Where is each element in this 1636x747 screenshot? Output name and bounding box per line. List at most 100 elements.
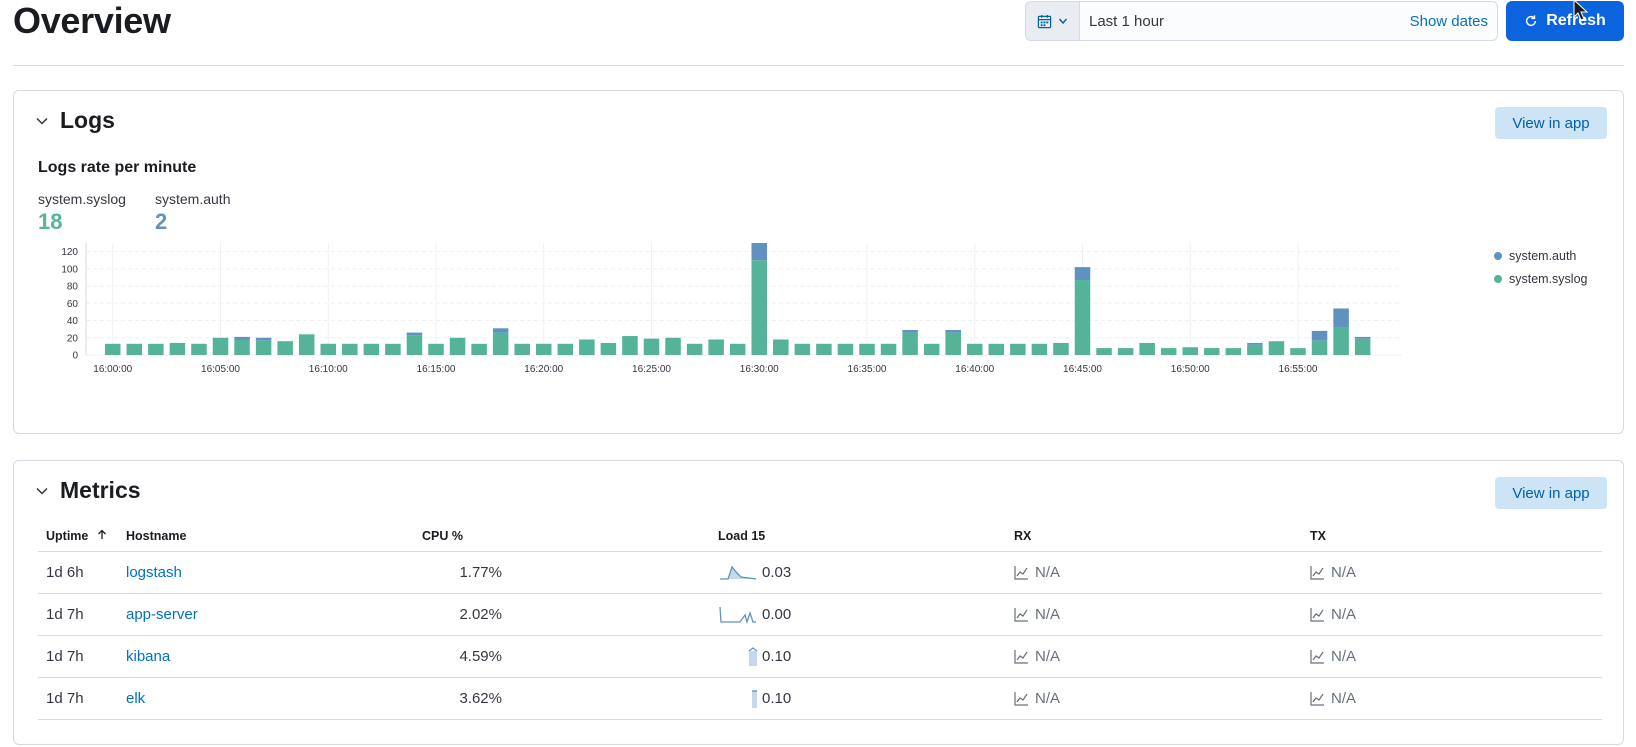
hostname-link[interactable]: elk bbox=[126, 689, 146, 707]
bar-syslog bbox=[536, 343, 552, 355]
logs-panel-header[interactable]: Logs bbox=[34, 107, 115, 134]
bar-syslog bbox=[126, 343, 143, 355]
tx-value: N/A bbox=[1331, 689, 1357, 707]
chart-icon bbox=[1014, 565, 1028, 580]
table-row: 1d 7h app-server 2.02% 0.00 N/A N/A bbox=[38, 593, 1602, 636]
legend-item-auth[interactable]: system.auth bbox=[1494, 249, 1588, 263]
bar-syslog bbox=[686, 343, 703, 355]
legend-label: system.syslog bbox=[1509, 272, 1588, 286]
column-header-cpu[interactable]: CPU % bbox=[414, 521, 710, 552]
column-header-load[interactable]: Load 15 bbox=[710, 521, 1006, 552]
rx-cell: N/A bbox=[1006, 551, 1302, 594]
cpu-cell: 4.59% bbox=[414, 635, 710, 678]
sparkline bbox=[752, 690, 757, 708]
show-dates-button[interactable]: Show dates bbox=[1409, 12, 1488, 30]
bar-syslog bbox=[729, 343, 746, 355]
table-row: 1d 7h elk 3.62% 0.10 N/A N/A bbox=[38, 677, 1602, 720]
x-tick-label: 16:05:00 bbox=[201, 364, 240, 375]
sparkline bbox=[720, 565, 757, 580]
tx-cell: N/A bbox=[1302, 677, 1602, 720]
logs-view-in-app-button[interactable]: View in app bbox=[1495, 107, 1607, 139]
x-tick-label: 16:40:00 bbox=[955, 364, 994, 375]
metrics-panel-header[interactable]: Metrics bbox=[34, 477, 141, 504]
x-tick-label: 16:25:00 bbox=[632, 364, 671, 375]
stat-label: system.auth bbox=[155, 191, 231, 207]
load-value: 0.10 bbox=[762, 647, 792, 665]
bar-syslog bbox=[1074, 280, 1091, 355]
column-header-uptime[interactable]: Uptime bbox=[38, 521, 118, 552]
bar-syslog bbox=[492, 332, 509, 355]
quick-menu-button[interactable] bbox=[1026, 2, 1080, 40]
column-header-rx[interactable]: RX bbox=[1006, 521, 1302, 552]
bar-syslog bbox=[105, 343, 121, 355]
bar-auth bbox=[1074, 267, 1091, 281]
bar-auth bbox=[1247, 342, 1263, 345]
bar-syslog bbox=[600, 342, 617, 355]
column-header-tx[interactable]: TX bbox=[1302, 521, 1602, 552]
logs-title: Logs bbox=[60, 107, 115, 133]
bar-auth bbox=[255, 337, 272, 341]
bar-syslog bbox=[277, 341, 293, 355]
rx-value: N/A bbox=[1035, 647, 1061, 665]
tx-cell: N/A bbox=[1302, 551, 1602, 594]
chevron-down-icon[interactable] bbox=[34, 113, 50, 129]
tx-cell: N/A bbox=[1302, 593, 1602, 636]
bar-auth bbox=[406, 332, 423, 336]
bar-syslog bbox=[1204, 348, 1220, 355]
hostname-cell: logstash bbox=[118, 551, 414, 594]
bar-syslog bbox=[1311, 340, 1328, 355]
bar-syslog bbox=[1053, 342, 1069, 355]
cpu-cell: 1.77% bbox=[414, 551, 710, 594]
uptime-cell: 1d 7h bbox=[38, 635, 118, 678]
y-tick-label: 80 bbox=[67, 282, 79, 293]
sparkline bbox=[748, 647, 758, 666]
bar-syslog bbox=[1225, 348, 1242, 355]
bar-syslog bbox=[298, 334, 315, 355]
chevron-down-icon[interactable] bbox=[34, 483, 50, 499]
refresh-button[interactable]: Refresh bbox=[1506, 1, 1624, 41]
bar-syslog bbox=[1354, 338, 1371, 355]
chart-icon bbox=[1014, 607, 1028, 622]
refresh-label: Refresh bbox=[1546, 12, 1606, 29]
bar-syslog bbox=[449, 337, 466, 355]
stat-value: 2 bbox=[155, 209, 168, 234]
bar-syslog bbox=[471, 343, 487, 355]
hostname-link[interactable]: app-server bbox=[126, 605, 198, 623]
column-header-hostname[interactable]: Hostname bbox=[118, 521, 414, 552]
bar-syslog bbox=[169, 342, 186, 355]
metrics-view-in-app-button[interactable]: View in app bbox=[1495, 477, 1607, 509]
bar-syslog bbox=[902, 332, 918, 355]
refresh-icon bbox=[1526, 15, 1537, 27]
bar-syslog bbox=[385, 343, 401, 355]
legend-dot bbox=[1494, 252, 1502, 260]
y-tick-label: 120 bbox=[61, 247, 78, 258]
bar-syslog bbox=[880, 343, 897, 355]
bar-syslog bbox=[794, 343, 811, 355]
bar-syslog bbox=[1182, 347, 1198, 355]
uptime-cell: 1d 7h bbox=[38, 593, 118, 636]
bar-syslog bbox=[1247, 344, 1263, 355]
bar-syslog bbox=[708, 339, 724, 355]
logs-panel: Logs View in app Logs rate per minute sy… bbox=[13, 90, 1624, 434]
bar-syslog bbox=[1096, 348, 1112, 355]
chart-icon bbox=[1310, 691, 1324, 706]
hostname-link[interactable]: kibana bbox=[126, 647, 171, 665]
rx-cell: N/A bbox=[1006, 593, 1302, 636]
metrics-panel: Metrics View in app Uptime Hostname CPU … bbox=[13, 460, 1624, 745]
bar-syslog bbox=[255, 340, 272, 355]
bar-auth bbox=[1333, 308, 1349, 328]
bar-syslog bbox=[1010, 343, 1026, 355]
date-range-label[interactable]: Last 1 hour bbox=[1089, 12, 1165, 30]
hostname-cell: kibana bbox=[118, 635, 414, 678]
bar-syslog bbox=[923, 343, 940, 355]
hostname-link[interactable]: logstash bbox=[126, 563, 182, 581]
legend-item-syslog[interactable]: system.syslog bbox=[1494, 272, 1588, 286]
bar-auth bbox=[1311, 330, 1328, 341]
bar-syslog bbox=[557, 343, 574, 355]
date-picker[interactable]: Last 1 hour Show dates bbox=[1025, 1, 1498, 41]
load-cell: 0.00 bbox=[710, 593, 1006, 636]
stat-label: system.syslog bbox=[38, 191, 126, 207]
bar-syslog bbox=[859, 343, 875, 355]
rx-value: N/A bbox=[1035, 689, 1061, 707]
load-cell: 0.10 bbox=[710, 635, 1006, 678]
